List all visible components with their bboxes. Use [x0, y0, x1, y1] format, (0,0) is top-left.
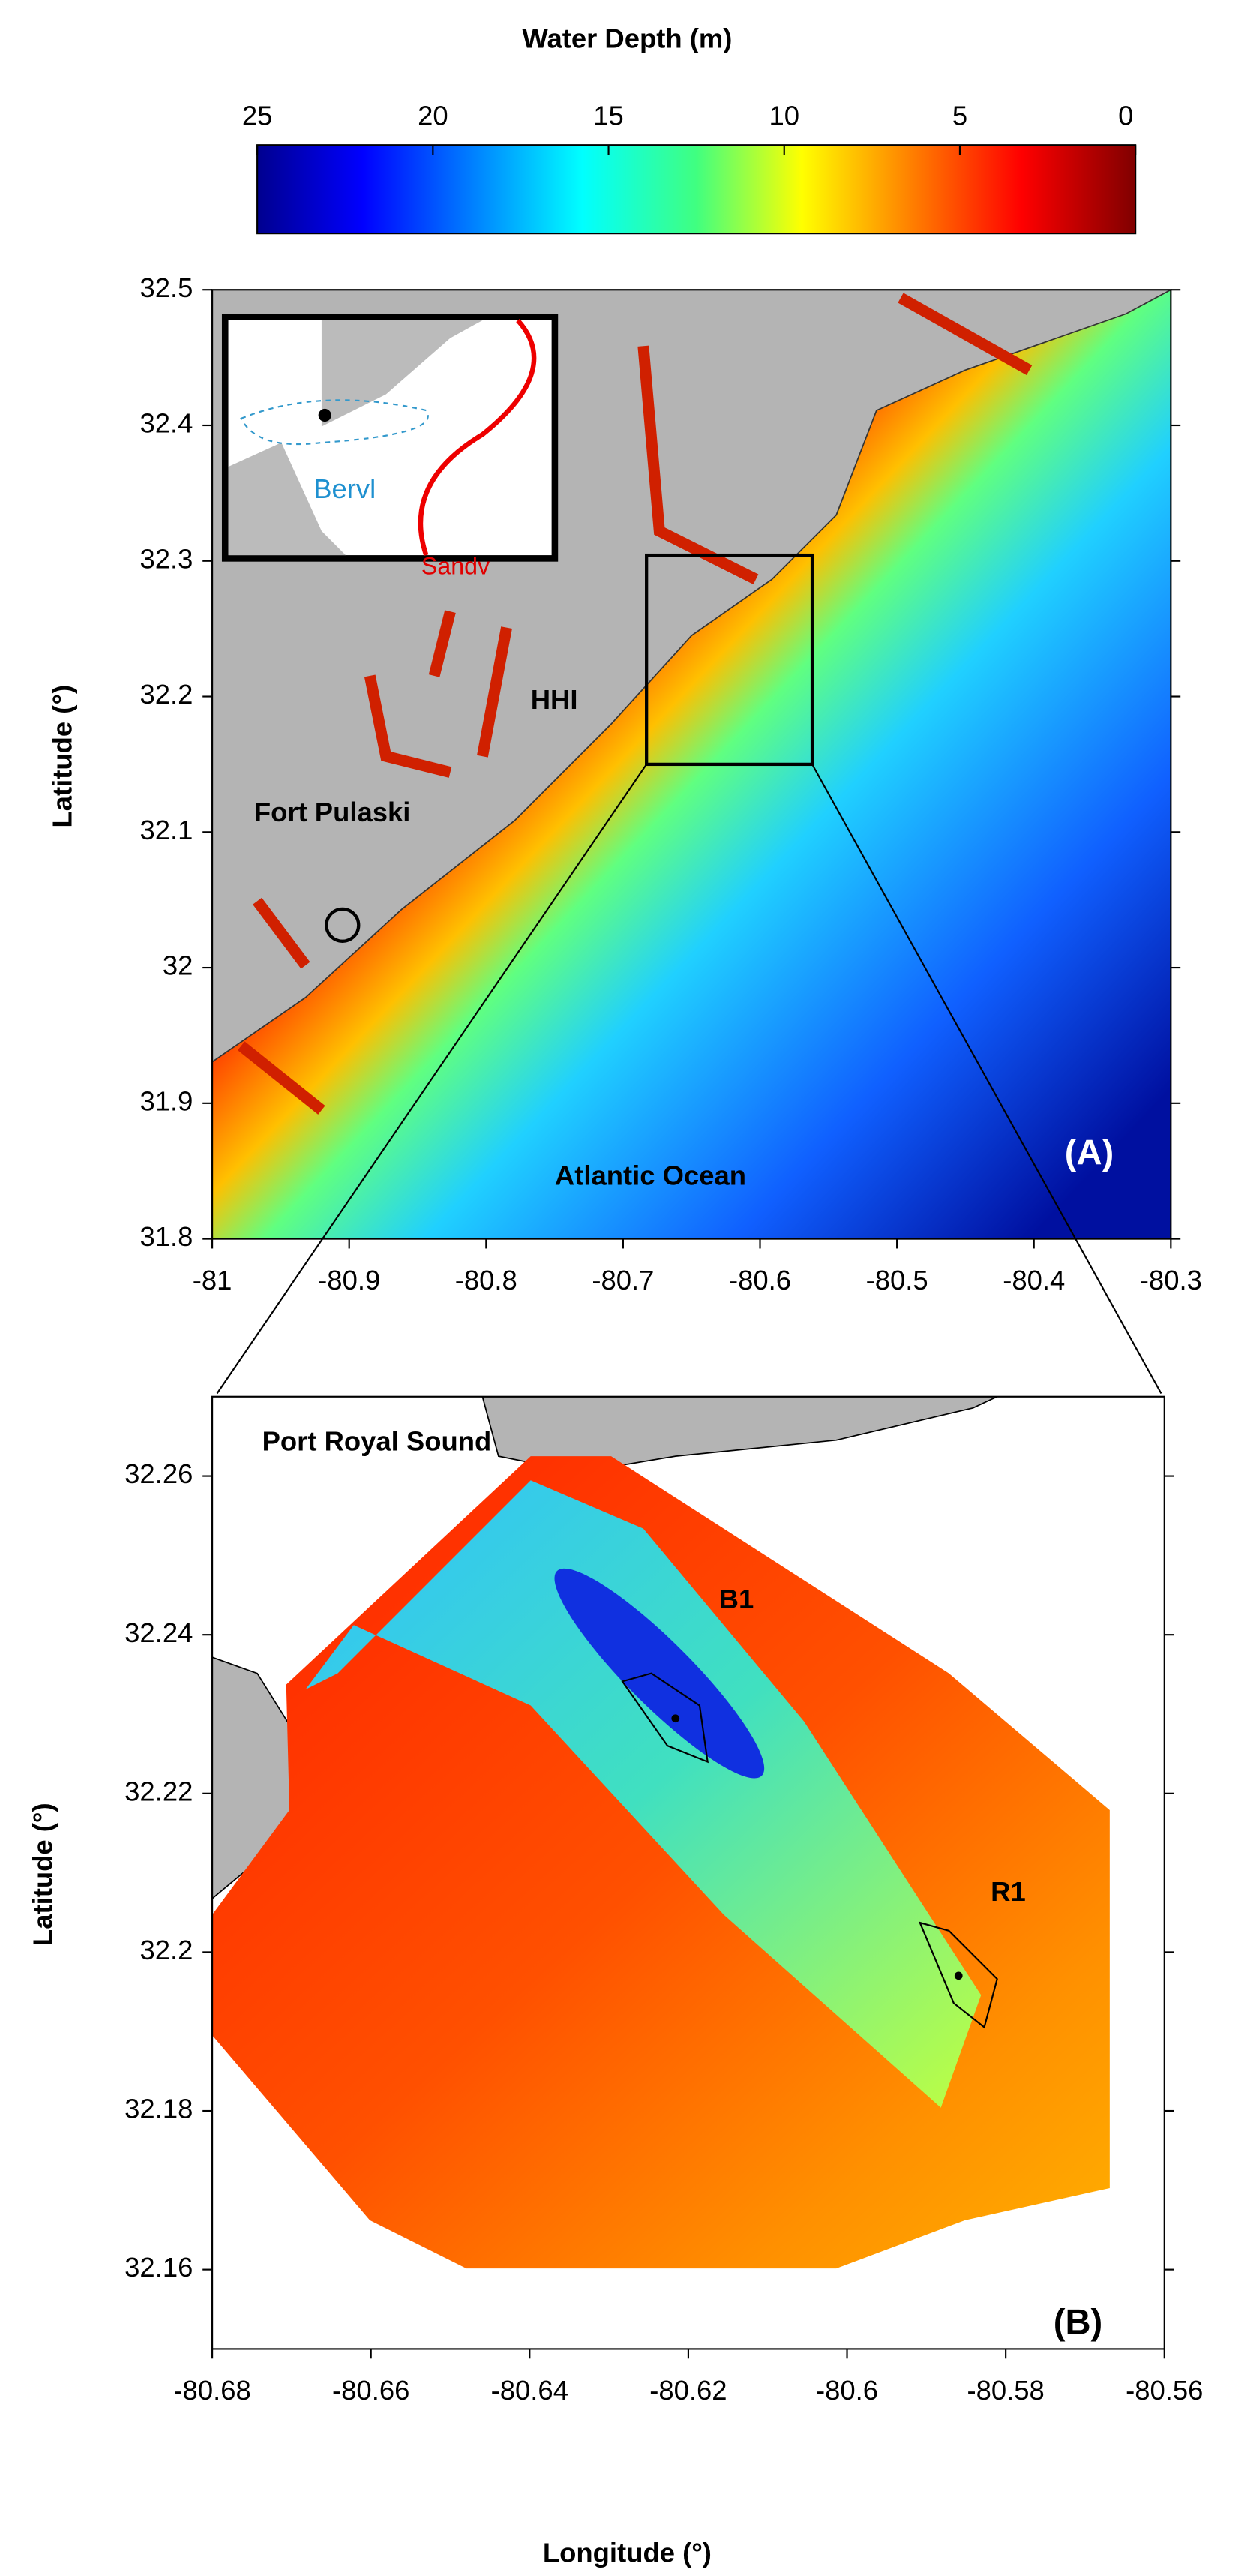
y-tick-label: 32.2 [139, 1935, 193, 1965]
x-axis-title: Longitude (°) [543, 2538, 712, 2568]
y-tick-label: 32.5 [139, 272, 193, 303]
inset-label: Sandv [421, 553, 490, 580]
colorbar-tick-label: 0 [1118, 100, 1133, 131]
y-tick-label: 32.3 [139, 543, 193, 574]
map-b [212, 1396, 1165, 2349]
map-label: R1 [991, 1876, 1026, 1907]
y-tick-label: 32.18 [124, 2094, 193, 2124]
y-axis-title: Latitude (°) [46, 685, 77, 828]
colorbar-tick-label: 25 [242, 100, 273, 131]
x-tick-label: -80.6 [729, 1265, 791, 1296]
y-tick-label: 32.16 [124, 2252, 193, 2283]
y-tick-label: 32 [163, 950, 193, 981]
zoom-arrow [811, 764, 1162, 1394]
x-tick-label: -80.4 [1003, 1265, 1065, 1296]
panel-label: (A) [1065, 1133, 1114, 1172]
y-tick-label: 31.9 [139, 1085, 193, 1116]
colorbar [256, 144, 1137, 235]
x-tick-label: -80.6 [816, 2375, 878, 2406]
inset-dot [318, 408, 331, 422]
channel-deep [554, 1568, 765, 1779]
y-tick-label: 32.24 [124, 1617, 193, 1648]
x-tick-label: -80.68 [173, 2375, 250, 2406]
panel-label: (B) [1054, 2302, 1102, 2342]
colorbar-title: Water Depth (m) [522, 23, 732, 53]
site-dot [671, 1714, 680, 1723]
y-tick-label: 32.1 [139, 815, 193, 845]
map-label: Fort Pulaski [254, 797, 411, 827]
rivers [238, 293, 1033, 1115]
x-tick-label: -80.62 [649, 2375, 727, 2406]
y-axis-title: Latitude (°) [28, 1803, 58, 1946]
map-label: Atlantic Ocean [555, 1160, 746, 1191]
x-tick-label: -80.8 [455, 1265, 517, 1296]
inset-sandv [418, 318, 537, 557]
inset-land [228, 320, 483, 556]
y-tick-label: 32.26 [124, 1458, 193, 1489]
map-label: B1 [719, 1584, 754, 1614]
x-tick-label: -81 [193, 1265, 232, 1296]
y-tick-label: 31.8 [139, 1221, 193, 1252]
colorbar-ticks: 25 20 15 10 5 0 [242, 100, 1137, 155]
zoom-arrow [216, 764, 648, 1395]
land [481, 1396, 998, 1473]
x-tick-label: -80.7 [592, 1265, 654, 1296]
map-label: HHI [531, 684, 578, 715]
inset-bervl [240, 399, 429, 446]
x-tick-label: -80.3 [1140, 1265, 1202, 1296]
zoom-box [645, 553, 814, 767]
y-tick-label: 32.4 [139, 408, 193, 439]
site-b1 [621, 1672, 709, 1764]
y-tick-label: 32.2 [139, 679, 193, 710]
colorbar-tick-label: 15 [593, 100, 624, 131]
x-tick-label: -80.66 [332, 2375, 409, 2406]
channel [305, 1480, 982, 2108]
map-label: Port Royal Sound [262, 1426, 492, 1457]
x-tick-label: -80.64 [491, 2375, 568, 2406]
site-dot [954, 1971, 963, 1980]
axes: -81 -80.9 -80.8 -80.7 -80.6 -80.5 -80.4 -80.3 31… [124, 272, 1203, 2406]
x-tick-label: -80.9 [318, 1265, 380, 1296]
site-r1 [918, 1921, 998, 2029]
colorbar-tick-label: 20 [418, 100, 448, 131]
colorbar-tick-label: 10 [769, 100, 799, 131]
frame-a [211, 289, 1172, 1240]
x-tick-label: -80.5 [866, 1265, 928, 1296]
y-tick-label: 32.22 [124, 1776, 193, 1806]
inset-label: Bervl [313, 473, 376, 504]
colorbar-tick-label: 5 [952, 100, 967, 131]
x-tick-label: -80.58 [967, 2375, 1044, 2406]
x-tick-label: -80.56 [1126, 2375, 1203, 2406]
station-marker [325, 907, 361, 943]
